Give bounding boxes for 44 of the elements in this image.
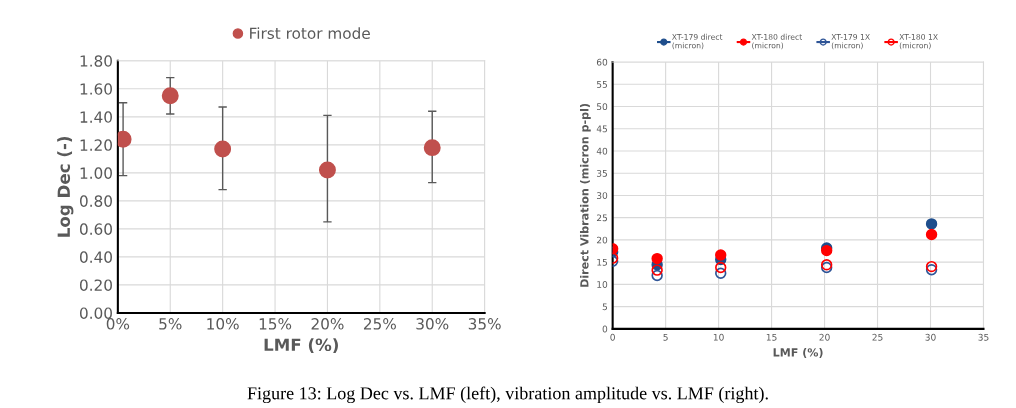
x-tick-label: 15% bbox=[259, 318, 292, 330]
y-tick-label: 1.80 bbox=[80, 55, 112, 67]
y-tick-label: 50 bbox=[597, 103, 608, 111]
y-tick-label: 0.40 bbox=[79, 251, 112, 263]
x-tick-label: 30 bbox=[925, 333, 936, 341]
y-tick-label: 15 bbox=[597, 258, 607, 266]
x-tick-label: 20 bbox=[819, 333, 830, 341]
y-tick-label: 35 bbox=[596, 169, 607, 177]
y-tick-label: 60 bbox=[596, 58, 608, 66]
y-axis-title: Log Dec (-) bbox=[57, 136, 74, 237]
y-tick-label: 0.00 bbox=[79, 307, 112, 319]
x-tick-label: 5 bbox=[663, 333, 668, 341]
caption: Figure 13: Log Dec vs. LMF (left), vibration amplitude vs. LMF (right). bbox=[247, 386, 768, 404]
y-tick-label: 1.40 bbox=[80, 111, 112, 123]
x-tick-label: 20% bbox=[311, 318, 344, 330]
y-tick-label: 1.00 bbox=[80, 167, 112, 179]
y-tick-label: 10 bbox=[597, 281, 608, 288]
y-tick-label: 55 bbox=[597, 81, 607, 88]
legend-label: First rotor mode bbox=[250, 27, 370, 40]
x-tick-label: 25% bbox=[363, 318, 396, 330]
y-tick-label: 40 bbox=[596, 147, 608, 155]
x-tick-label: 15 bbox=[766, 333, 777, 341]
y-tick-label: 25 bbox=[596, 214, 607, 222]
x-tick-label: 0% bbox=[106, 318, 130, 330]
x-tick-label: 5% bbox=[159, 318, 182, 330]
y-tick-label: 1.60 bbox=[80, 83, 112, 95]
x-tick-label: 25 bbox=[872, 333, 883, 341]
y-tick-label: 0.80 bbox=[79, 195, 112, 207]
y-tick-label: 45 bbox=[596, 125, 607, 133]
y-tick-label: 20 bbox=[596, 236, 608, 244]
x-tick-label: 10 bbox=[713, 333, 724, 341]
x-tick-label: 10% bbox=[207, 318, 239, 330]
x-tick-label: 30% bbox=[416, 318, 449, 330]
y-tick-label: 1.20 bbox=[80, 139, 112, 151]
y-tick-label: 30 bbox=[596, 192, 608, 199]
x-axis-title: LMF (%) bbox=[264, 338, 338, 353]
x-tick-label: 35% bbox=[468, 318, 501, 330]
y-tick-label: 5 bbox=[602, 303, 607, 311]
y-axis-title: Direct Vibration (micron p-pl) bbox=[579, 103, 591, 287]
x-tick-label: 0 bbox=[610, 333, 615, 341]
y-tick-label: 0.20 bbox=[79, 279, 112, 291]
x-tick-label: 35 bbox=[978, 333, 989, 341]
y-tick-label: 0.60 bbox=[79, 223, 112, 235]
x-axis-title: LMF (%) bbox=[773, 348, 823, 358]
